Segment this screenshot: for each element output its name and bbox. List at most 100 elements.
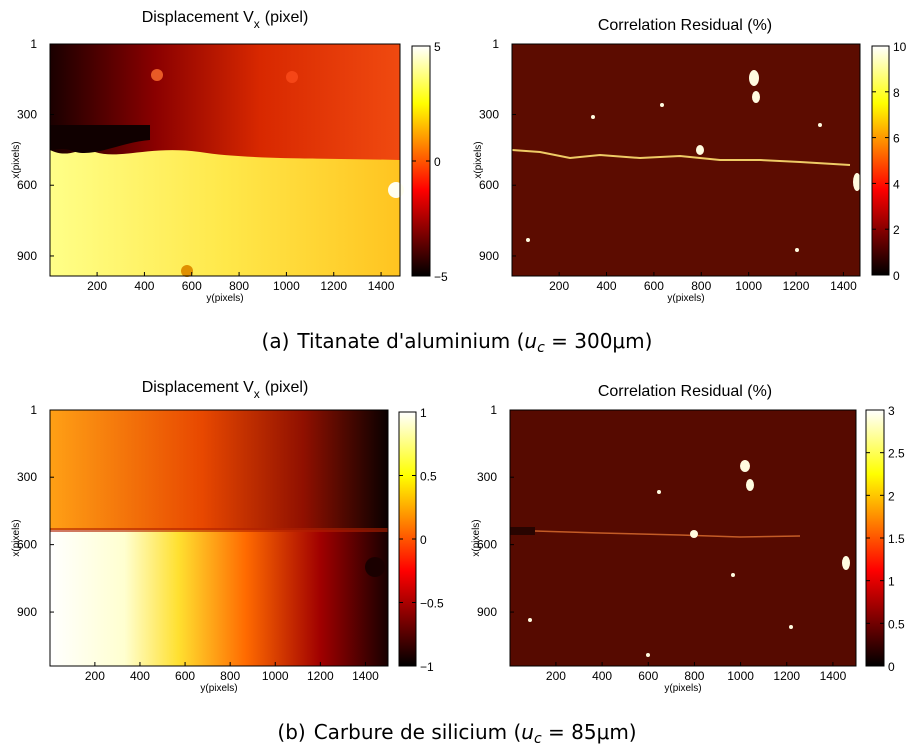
title-subscript: x (254, 387, 260, 401)
heatmap-panel: 200 400 600 800 1000 1200 1400 1 300 600 900 y(pixe… (11, 379, 444, 694)
title-subscript: x (254, 17, 260, 31)
caption-variable: u (524, 329, 537, 353)
title-text: Correlation Residual (%) (598, 17, 772, 34)
colorbar-tick-label: 6 (893, 132, 900, 146)
title-text: Correlation Residual (%) (598, 383, 772, 400)
colorbar-tick-label: 0 (434, 155, 441, 169)
caption-variable: u (521, 720, 534, 744)
x-tick-label: 200 (87, 279, 107, 293)
x-tick-label: 800 (684, 669, 704, 683)
x-tick-label: 600 (182, 279, 202, 293)
x-tick-label: 800 (229, 279, 249, 293)
colorbar-tick-label: 5 (434, 40, 441, 54)
x-tick-label: 600 (638, 669, 658, 683)
y-tick-label: 900 (17, 605, 37, 619)
title-suffix: (pixel) (265, 379, 309, 396)
title-text: Displacement V (142, 9, 254, 26)
heatmap-image (511, 44, 861, 276)
colorbar-tick-label: 0 (888, 660, 895, 674)
colorbar-tick-label: 2.5 (888, 447, 905, 461)
x-tick-label: 1400 (820, 669, 847, 683)
heatmap-panel: 200 400 600 800 1000 1200 1400 1 300 600 900 y(pixe… (473, 17, 907, 304)
y-tick-label: 600 (17, 178, 37, 192)
colorbar-tick-label: 4 (893, 177, 900, 191)
y-tick-label: 1 (30, 37, 37, 51)
colorbar-tick-label: 0.5 (888, 617, 905, 631)
caption-rest: = 85μm) (542, 720, 637, 744)
caption-rest: = 300μm) (545, 329, 653, 353)
y-tick-label: 900 (17, 249, 37, 263)
x-tick-label: 1200 (773, 669, 800, 683)
caption-subscript: c (537, 340, 545, 356)
colorbar-tick-label: 0 (893, 269, 900, 283)
title-text: Displacement V (142, 379, 254, 396)
caption-subscript: c (534, 731, 542, 747)
colorbar-tick-label: −1 (420, 660, 434, 674)
chart-title: Displacement Vx (pixel) (142, 379, 309, 401)
y-tick-label: 900 (477, 605, 497, 619)
y-tick-label: 300 (17, 107, 37, 121)
y-tick-label: 1 (30, 403, 37, 417)
colorbar-tick-label: 1 (420, 406, 427, 420)
chart-title: Displacement Vx (pixel) (142, 9, 309, 31)
x-tick-label: 400 (592, 669, 612, 683)
x-tick-label: 1400 (368, 279, 395, 293)
y-axis-label: x(pixels) (471, 519, 482, 556)
x-axis-label: y(pixels) (200, 683, 237, 694)
caption-label: (b) (277, 720, 305, 744)
y-tick-label: 600 (477, 538, 497, 552)
captions: (a) Titanate d'aluminium (uc = 300μm)(b) C… (262, 329, 653, 747)
plot-frame (509, 409, 857, 667)
x-tick-label: 600 (644, 279, 664, 293)
y-axis-label: x(pixels) (11, 519, 22, 556)
x-tick-label: 1400 (830, 279, 857, 293)
y-tick-label: 1 (492, 37, 499, 51)
x-tick-label: 1200 (307, 669, 334, 683)
plot-frame (49, 409, 389, 667)
colorbar (871, 45, 890, 276)
x-tick-label: 1000 (262, 669, 289, 683)
x-tick-label: 200 (546, 669, 566, 683)
x-tick-label: 200 (85, 669, 105, 683)
axes-layer: 200 400 600 800 1000 1200 14001300600900y(pixe… (11, 9, 907, 694)
colorbar-tick-label: 0 (420, 533, 427, 547)
y-tick-label: 900 (479, 249, 499, 263)
caption: (a) Titanate d'aluminium (uc = 300μm) (262, 329, 653, 356)
x-tick-label: 800 (691, 279, 711, 293)
y-axis-label: x(pixels) (473, 141, 484, 178)
x-tick-label: 1200 (320, 279, 347, 293)
colorbar-tick-label: 2 (888, 489, 895, 503)
y-tick-label: 300 (477, 470, 497, 484)
colorbar-tick-label: 3 (888, 404, 895, 418)
y-tick-label: 300 (479, 107, 499, 121)
x-axis-label: y(pixels) (664, 683, 701, 694)
x-tick-label: 1400 (352, 669, 379, 683)
colorbar-tick-label: 1.5 (888, 532, 905, 546)
y-axis-label: x(pixels) (11, 141, 22, 178)
colorbar-tick-label: 2 (893, 223, 900, 237)
x-axis-label: y(pixels) (667, 293, 704, 304)
colorbar-tick-label: 10 (893, 40, 907, 54)
colorbar-tick-label: 0.5 (420, 470, 437, 484)
x-tick-label: 1000 (727, 669, 754, 683)
y-tick-label: 300 (17, 470, 37, 484)
x-tick-label: 800 (220, 669, 240, 683)
heatmap-image (510, 410, 856, 666)
caption-text: Titanate d'aluminium ( (296, 329, 524, 353)
x-tick-label: 200 (549, 279, 569, 293)
x-axis-label: y(pixels) (206, 293, 243, 304)
caption-label: (a) (262, 329, 290, 353)
heatmap-image (50, 410, 388, 666)
plot-frame (511, 43, 861, 277)
chart-title: Correlation Residual (%) (598, 17, 772, 34)
colorbar-tick-label: −0.5 (420, 597, 444, 611)
y-tick-label: 600 (479, 178, 499, 192)
caption: (b) Carbure de silicium (uc = 85μm) (277, 720, 636, 747)
x-tick-label: 400 (130, 669, 150, 683)
plot-frame (49, 43, 401, 277)
colorbar-tick-label: 8 (893, 86, 900, 100)
heatmap-panel: 200 400 600 800 1000 1200 1400 1 300 600 900 y(pixe… (471, 383, 905, 694)
x-tick-label: 1000 (735, 279, 762, 293)
heatmap-image (50, 44, 404, 277)
